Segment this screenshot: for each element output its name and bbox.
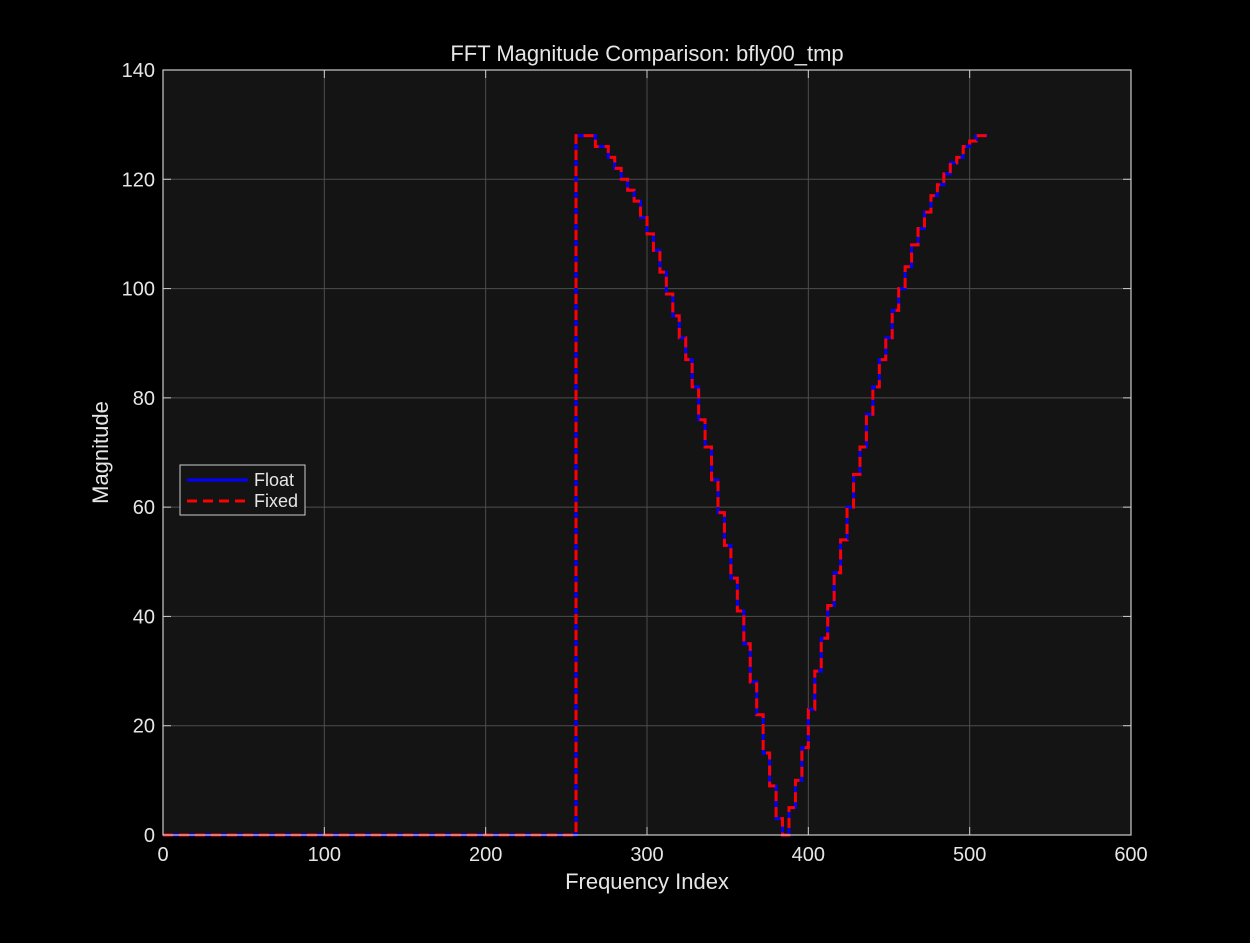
y-tick-label: 100 xyxy=(122,279,155,301)
x-tick-label: 0 xyxy=(157,844,168,866)
y-tick-label: 80 xyxy=(133,388,155,410)
legend-label-fixed: Fixed xyxy=(254,491,298,511)
x-tick-label: 200 xyxy=(469,844,502,866)
chart-title: FFT Magnitude Comparison: bfly00_tmp xyxy=(450,41,843,66)
series-layer xyxy=(163,134,988,837)
y-tick-label: 20 xyxy=(133,716,155,738)
y-tick-label: 120 xyxy=(122,169,155,191)
x-tick-label: 300 xyxy=(630,844,663,866)
y-tick-label: 0 xyxy=(144,825,155,847)
y-tick-label: 40 xyxy=(133,606,155,628)
legend-label-float: Float xyxy=(254,470,294,490)
x-tick-label: 400 xyxy=(792,844,825,866)
legend-box xyxy=(179,464,306,516)
y-tick-label: 140 xyxy=(122,60,155,82)
x-tick-label: 100 xyxy=(308,844,341,866)
tick-layer: 0 100 200 300 400 500 600 0 20 40 60 80 100 120 140 xyxy=(122,60,1148,866)
y-axis-label: Magnitude xyxy=(88,401,113,504)
legend: Float Fixed xyxy=(179,464,306,516)
x-tick-label: 600 xyxy=(1114,844,1147,866)
grid-layer xyxy=(163,70,1131,835)
series-line-fixed xyxy=(163,134,988,837)
y-tick-label: 60 xyxy=(133,497,155,519)
x-axis-label: Frequency Index xyxy=(565,869,729,894)
x-tick-label: 500 xyxy=(953,844,986,866)
